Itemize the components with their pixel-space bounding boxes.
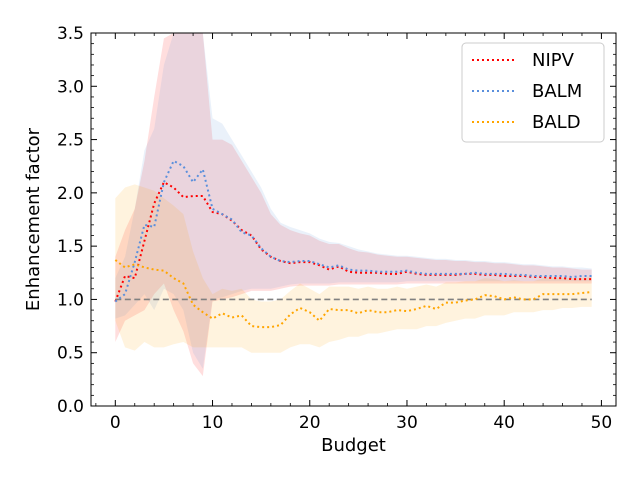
y-axis-label: Enhancement factor <box>23 127 44 311</box>
x-tick-label: 20 <box>299 413 321 433</box>
x-tick-label: 0 <box>110 413 121 433</box>
y-tick-label: 0.0 <box>57 397 84 417</box>
legend-label-bald: BALD <box>532 112 581 133</box>
x-tick-label: 50 <box>591 413 613 433</box>
x-tick-label: 30 <box>396 413 418 433</box>
band-balm <box>115 33 592 369</box>
line-bald <box>114 259 592 329</box>
y-tick-label: 3.5 <box>57 24 84 44</box>
legend-label-balm: BALM <box>532 81 582 102</box>
y-tick-label: 2.0 <box>57 184 84 204</box>
y-tick-label: 1.5 <box>57 237 84 257</box>
band-nipv <box>115 33 592 377</box>
axes: 0 10 20 30 40 50 0.0 0.5 1.0 1.5 2.0 2.5 3.0 3.5 Budge… <box>23 24 617 456</box>
legend: NIPV BALM BALD <box>461 42 605 143</box>
legend-label-nipv: NIPV <box>532 50 575 71</box>
y-tick-label: 2.5 <box>57 131 84 151</box>
x-axis-label: Budget <box>321 435 386 456</box>
legend-box <box>461 42 605 143</box>
confidence-bands <box>115 33 592 377</box>
x-tick-label: 10 <box>202 413 224 433</box>
plot-frame <box>90 32 617 407</box>
y-tick-label: 3.0 <box>57 77 84 97</box>
series-lines <box>114 159 592 329</box>
band-bald <box>115 184 592 353</box>
x-tick-label: 40 <box>493 413 515 433</box>
line-balm <box>114 159 592 303</box>
y-tick-label: 0.5 <box>57 344 84 364</box>
y-tick-label: 1.0 <box>57 290 84 310</box>
